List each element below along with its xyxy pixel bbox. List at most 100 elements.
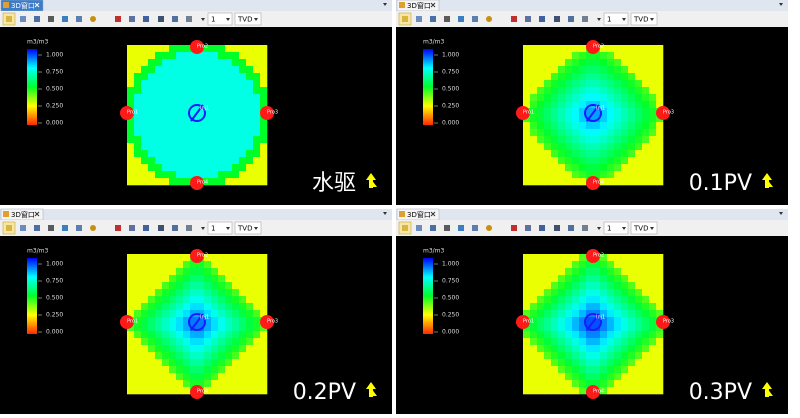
pane-menu[interactable] <box>779 3 783 6</box>
grid-cell <box>537 45 545 53</box>
grid-cell <box>127 150 135 158</box>
producer-well[interactable] <box>516 106 530 120</box>
layer-spinbox[interactable] <box>603 12 629 26</box>
grid-cell <box>600 324 608 332</box>
grid-cell <box>614 275 622 283</box>
grid-cell <box>197 261 205 269</box>
grid-cell <box>218 150 226 158</box>
producer-well[interactable] <box>190 40 204 54</box>
grid-cell <box>253 66 261 74</box>
injector-well[interactable] <box>188 104 206 122</box>
grid-cell <box>225 52 233 60</box>
view-dropdown[interactable] <box>234 221 262 235</box>
grid-cell <box>204 331 212 339</box>
grid-cell <box>197 366 205 374</box>
producer-well[interactable] <box>586 385 600 399</box>
tab[interactable]: 3D窗口 <box>396 0 440 12</box>
grid-cell <box>558 268 566 276</box>
producer-well[interactable] <box>120 315 134 329</box>
injector-well[interactable] <box>584 313 602 331</box>
grid-cell <box>558 331 566 339</box>
grid-cell <box>246 59 254 67</box>
producer-well[interactable] <box>516 315 530 329</box>
grid-cell <box>211 164 219 172</box>
producer-well[interactable] <box>586 249 600 263</box>
grid-cell <box>225 317 233 325</box>
grid-cell <box>586 289 594 297</box>
grid-cell <box>218 373 226 381</box>
grid-cell <box>141 87 149 95</box>
grid-cell <box>183 80 191 88</box>
producer-well[interactable] <box>656 315 670 329</box>
grid-cell <box>649 59 657 67</box>
grid-cell <box>162 80 170 88</box>
grid-cell <box>162 387 170 395</box>
grid-cell <box>134 303 142 311</box>
grid-cell <box>141 345 149 353</box>
grid-cell <box>614 303 622 311</box>
tab[interactable]: 3D窗口 <box>0 208 44 221</box>
producer-well[interactable] <box>656 106 670 120</box>
grid-cell <box>600 122 608 130</box>
layer-spinbox[interactable] <box>207 12 233 26</box>
legend-bar <box>423 258 433 334</box>
producer-well[interactable] <box>586 176 600 190</box>
view-dropdown[interactable] <box>234 12 262 26</box>
grid-cell <box>621 373 629 381</box>
grid-cell <box>232 268 240 276</box>
grid-cell <box>162 261 170 269</box>
grid-cell <box>607 310 615 318</box>
grid-cell <box>614 310 622 318</box>
grid-cell <box>635 331 643 339</box>
producer-well[interactable] <box>586 40 600 54</box>
pane-menu[interactable] <box>383 3 387 6</box>
producer-well[interactable] <box>190 249 204 263</box>
caption-arrow-head <box>366 173 376 188</box>
injector-well[interactable] <box>584 104 602 122</box>
producer-well[interactable] <box>190 176 204 190</box>
grid-cell <box>537 143 545 151</box>
grid-cell <box>148 380 156 388</box>
grid-cell <box>593 310 601 318</box>
grid-cell <box>246 171 254 179</box>
grid-cell <box>579 282 587 290</box>
view-dropdown[interactable] <box>630 12 658 26</box>
pane-menu[interactable] <box>383 212 387 215</box>
grid-cell <box>169 129 177 137</box>
grid-cell <box>551 289 559 297</box>
view-dropdown[interactable] <box>630 221 658 235</box>
grid-cell <box>607 164 615 172</box>
grid-cell <box>204 143 212 151</box>
grid-cell <box>656 282 664 290</box>
grid-cell <box>593 331 601 339</box>
tab[interactable]: 3D窗口 <box>0 0 44 12</box>
grid-cell <box>565 387 573 395</box>
tab[interactable]: 3D窗口 <box>396 208 440 221</box>
grid-cell <box>169 150 177 158</box>
producer-well[interactable] <box>190 385 204 399</box>
producer-well[interactable] <box>120 106 134 120</box>
producer-well[interactable] <box>260 106 274 120</box>
grid-cell <box>183 275 191 283</box>
grid-cell <box>239 66 247 74</box>
layer-spinbox[interactable] <box>603 221 629 235</box>
pane-menu[interactable] <box>779 212 783 215</box>
grid-cell <box>635 164 643 172</box>
grid-cell <box>607 275 615 283</box>
grid-cell <box>593 129 601 137</box>
layer-spinbox[interactable] <box>207 221 233 235</box>
grid-cell <box>260 310 268 318</box>
grid-cell <box>537 261 545 269</box>
injector-well[interactable] <box>188 313 206 331</box>
producer-well[interactable] <box>260 315 274 329</box>
grid-cell <box>565 324 573 332</box>
grid-cell <box>565 303 573 311</box>
grid-cell <box>134 254 142 262</box>
grid-cell <box>523 73 531 81</box>
grid-cell <box>530 359 538 367</box>
grid-cell <box>162 122 170 130</box>
grid-cell <box>183 345 191 353</box>
grid-cell <box>148 52 156 60</box>
